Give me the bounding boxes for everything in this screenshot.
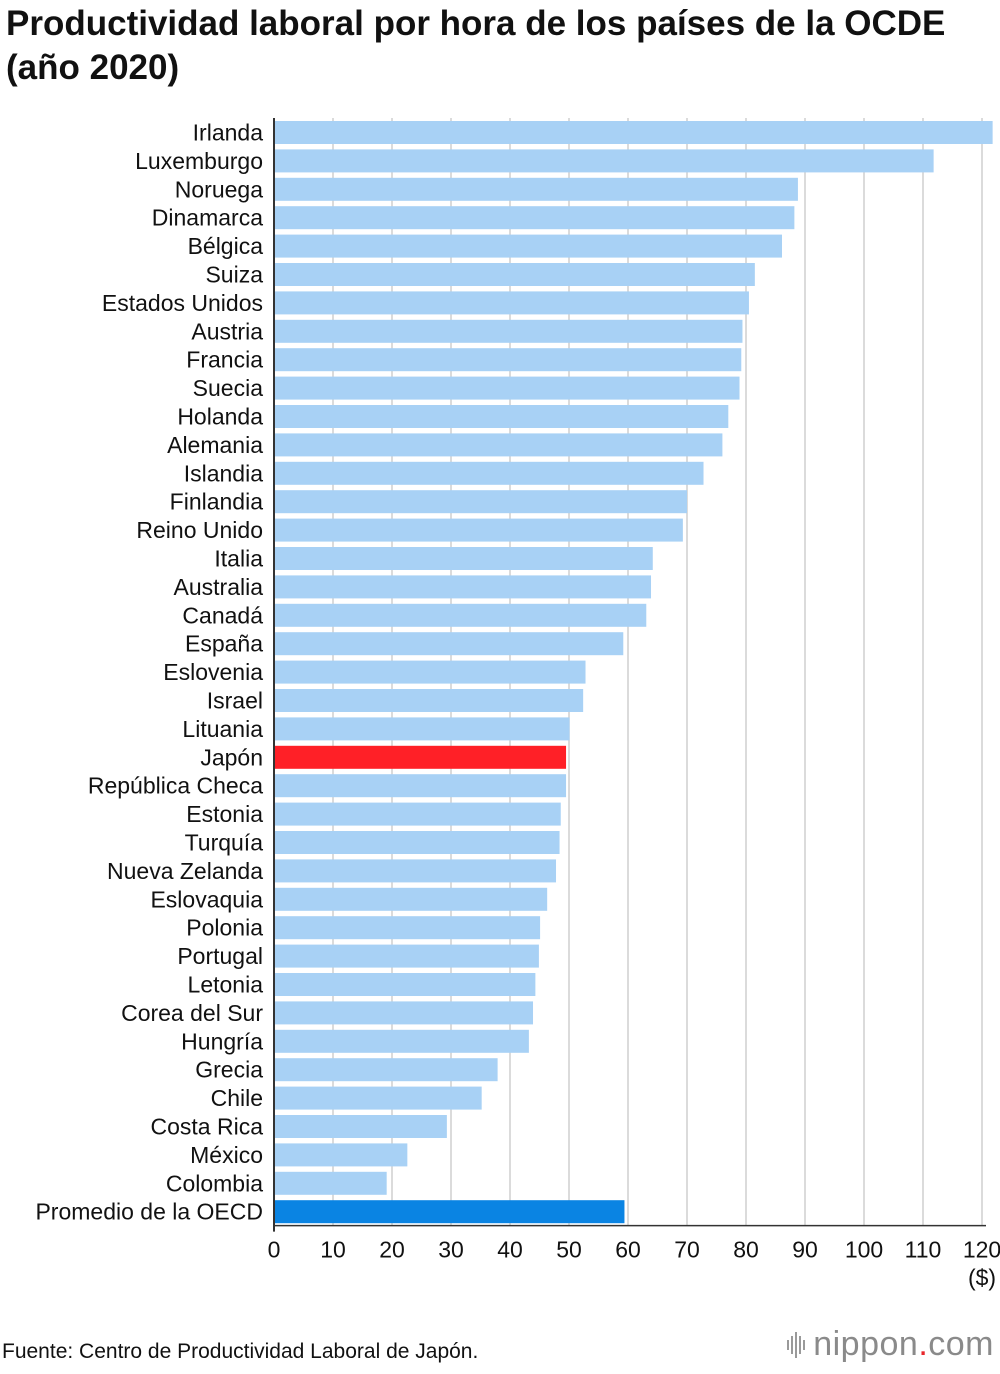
- bar-20: [274, 689, 584, 712]
- x-tick-label-40: 40: [497, 1237, 523, 1263]
- category-label-8: Francia: [186, 347, 263, 373]
- bar-4: [274, 234, 782, 258]
- category-label-35: Costa Rica: [151, 1114, 264, 1140]
- category-label-38: Promedio de la OECD: [35, 1199, 263, 1225]
- bar-31: [274, 1001, 534, 1025]
- category-label-11: Alemania: [167, 432, 263, 458]
- bar-10: [274, 405, 729, 428]
- category-label-26: Nueva Zelanda: [107, 858, 263, 884]
- category-label-22: Japón: [200, 744, 263, 770]
- x-unit-label: ($): [968, 1265, 996, 1291]
- bar-29: [274, 944, 539, 968]
- bar-30: [274, 973, 536, 996]
- x-tick-label-60: 60: [615, 1237, 641, 1263]
- category-label-36: México: [190, 1142, 263, 1168]
- bar-16: [274, 575, 652, 599]
- category-label-18: España: [185, 631, 263, 657]
- category-label-0: Irlanda: [193, 120, 264, 146]
- category-label-3: Dinamarca: [152, 205, 263, 231]
- category-label-31: Corea del Sur: [121, 1000, 263, 1026]
- bar-8: [274, 348, 742, 372]
- category-label-9: Suecia: [193, 375, 264, 401]
- logo-bars-icon: [787, 1330, 806, 1360]
- bar-9: [274, 376, 740, 400]
- category-label-7: Austria: [191, 318, 263, 344]
- x-tick-label-90: 90: [792, 1237, 818, 1263]
- bar-22: [274, 745, 567, 769]
- x-tick-label-0: 0: [268, 1237, 281, 1263]
- category-label-34: Chile: [211, 1085, 263, 1111]
- x-tick-label-80: 80: [733, 1237, 759, 1263]
- category-label-20: Israel: [207, 688, 263, 714]
- category-label-25: Turquía: [185, 830, 264, 856]
- bar-2: [274, 177, 798, 201]
- bar-6: [274, 291, 749, 315]
- bar-13: [274, 490, 687, 514]
- bar-17: [274, 603, 647, 627]
- category-label-13: Finlandia: [170, 489, 264, 515]
- category-label-19: Eslovenia: [163, 659, 263, 685]
- logo-text: nippon.com: [813, 1325, 994, 1363]
- bar-36: [274, 1143, 408, 1167]
- category-label-21: Lituania: [182, 716, 263, 742]
- category-label-17: Canadá: [182, 602, 263, 628]
- bar-21: [274, 717, 570, 741]
- bar-18: [274, 632, 624, 656]
- bar-24: [274, 802, 561, 826]
- category-label-24: Estonia: [186, 801, 263, 827]
- category-label-28: Polonia: [186, 915, 263, 941]
- x-tick-label-110: 110: [905, 1237, 942, 1263]
- bar-37: [274, 1171, 387, 1195]
- x-tick-label-100: 100: [845, 1237, 883, 1263]
- bar-34: [274, 1086, 482, 1110]
- bar-14: [274, 518, 683, 542]
- x-tick-label-20: 20: [379, 1237, 405, 1263]
- category-label-5: Suiza: [205, 262, 263, 288]
- category-label-30: Letonia: [188, 972, 264, 998]
- bar-5: [274, 263, 755, 286]
- x-tick-label-50: 50: [556, 1237, 582, 1263]
- category-label-14: Reino Unido: [136, 517, 263, 543]
- bar-27: [274, 887, 548, 911]
- source-note: Fuente: Centro de Productividad Laboral …: [2, 1340, 479, 1363]
- category-label-12: Islandia: [184, 460, 263, 486]
- bar-1: [274, 149, 934, 173]
- bar-23: [274, 774, 567, 798]
- bar-3: [274, 206, 795, 230]
- bar-25: [274, 831, 560, 854]
- x-tick-label-10: 10: [320, 1237, 346, 1263]
- x-tick-label-120: 120: [963, 1237, 1000, 1263]
- category-label-33: Grecia: [195, 1057, 263, 1083]
- bar-26: [274, 859, 557, 883]
- bar-12: [274, 461, 704, 485]
- category-label-37: Colombia: [166, 1170, 263, 1196]
- bar-33: [274, 1058, 498, 1082]
- bar-15: [274, 547, 653, 570]
- category-label-15: Italia: [214, 546, 263, 572]
- bar-19: [274, 660, 586, 684]
- bar-0: [274, 121, 993, 144]
- category-label-27: Eslovaquia: [150, 886, 263, 912]
- bar-28: [274, 916, 541, 940]
- bar-32: [274, 1029, 529, 1053]
- nippon-logo: nippon.com: [787, 1325, 994, 1364]
- chart-title: Productividad laboral por hora de los pa…: [6, 4, 946, 87]
- category-label-32: Hungría: [181, 1028, 263, 1054]
- bar-7: [274, 319, 743, 343]
- category-label-23: República Checa: [88, 773, 263, 799]
- bar-38: [274, 1200, 625, 1224]
- category-label-6: Estados Unidos: [102, 290, 263, 316]
- bar-35: [274, 1115, 447, 1138]
- category-label-16: Australia: [174, 574, 264, 600]
- category-label-2: Noruega: [175, 176, 263, 202]
- x-tick-label-70: 70: [674, 1237, 700, 1263]
- category-label-1: Luxemburgo: [135, 148, 263, 174]
- category-label-29: Portugal: [177, 943, 263, 969]
- bar-11: [274, 433, 723, 457]
- category-label-10: Holanda: [177, 404, 263, 430]
- x-tick-label-30: 30: [438, 1237, 464, 1263]
- category-label-4: Bélgica: [188, 233, 264, 259]
